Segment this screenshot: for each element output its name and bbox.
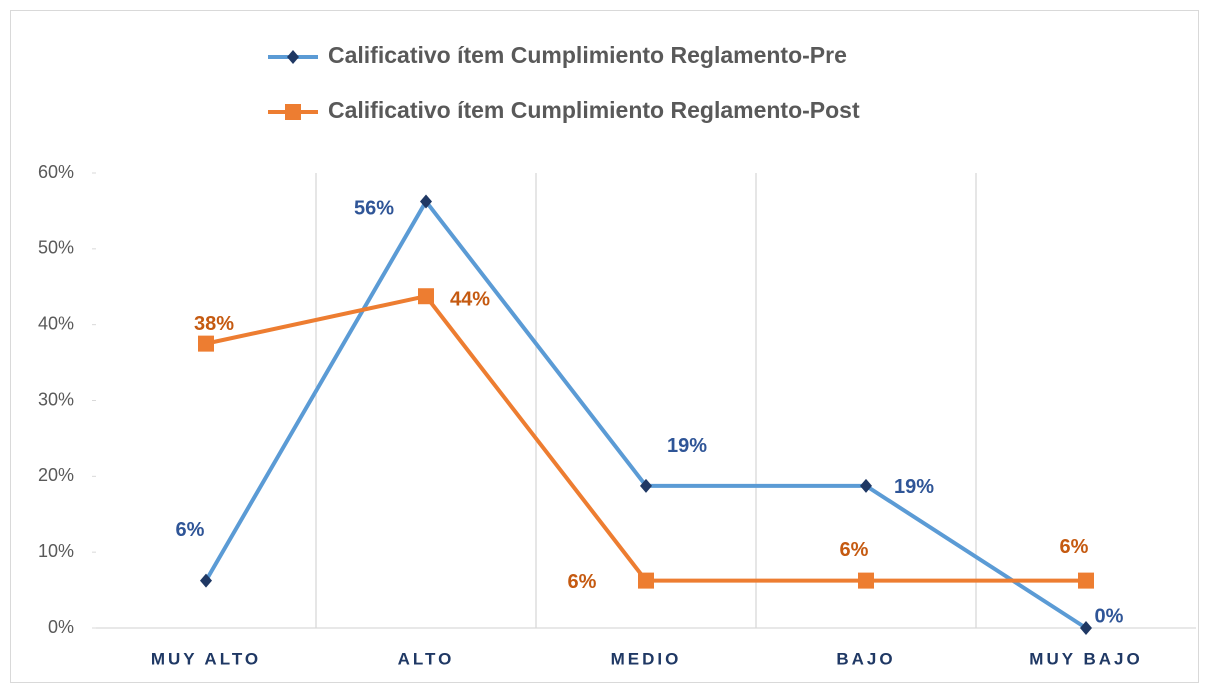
data-point [198,335,214,352]
y-tick-label: 40% [38,313,74,333]
y-tick-label: 50% [38,238,74,258]
data-label: 6% [840,539,869,561]
data-point [858,572,874,589]
y-tick-label: 60% [38,162,74,182]
x-tick-label: MUY ALTO [151,649,261,668]
series-line [204,199,1088,630]
y-tick-label: 10% [38,541,74,561]
data-point [1078,572,1094,589]
data-label: 44% [450,289,490,311]
legend-label: Calificativo ítem Cumplimiento Reglament… [328,42,847,68]
chart-border [10,10,1199,683]
legend-marker [287,50,299,64]
data-label: 6% [568,571,597,593]
data-point [1080,621,1092,635]
data-label: 6% [176,519,205,541]
data-point [200,573,212,588]
legend-marker [285,104,301,120]
x-tick-label: MUY BAJO [1029,649,1142,668]
y-tick-label: 20% [38,465,74,485]
data-label: 19% [894,476,934,498]
data-label: 0% [1095,605,1124,627]
data-point [420,194,432,209]
data-label: 56% [354,198,394,220]
y-tick-label: 0% [48,617,74,637]
series-line [205,294,1086,583]
x-tick-label: BAJO [836,649,895,668]
data-point [638,572,654,589]
data-label: 6% [1060,536,1089,558]
x-tick-label: MEDIO [611,649,682,668]
legend-label: Calificativo ítem Cumplimiento Reglament… [328,97,860,123]
data-point [418,288,434,305]
y-tick-label: 30% [38,389,74,409]
data-point [860,478,872,493]
x-tick-label: ALTO [398,649,455,668]
data-label: 19% [667,435,707,457]
data-point [640,478,652,493]
data-label: 38% [194,313,234,335]
